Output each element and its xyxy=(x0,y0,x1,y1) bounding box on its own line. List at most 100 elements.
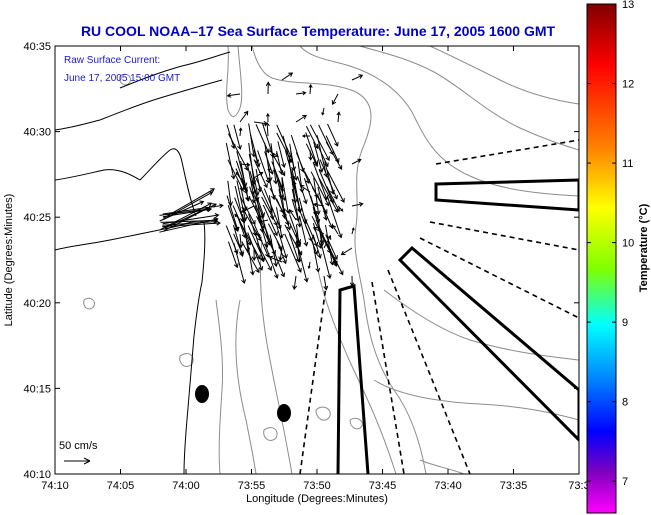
current-vector-head xyxy=(250,270,255,276)
current-vector xyxy=(269,240,285,277)
current-vector xyxy=(241,205,255,213)
current-vector-head xyxy=(210,188,216,193)
current-vector xyxy=(266,122,269,137)
current-vector-head xyxy=(308,83,313,88)
current-vector xyxy=(276,198,289,225)
current-vector xyxy=(312,234,321,258)
current-vector xyxy=(295,115,307,123)
current-vector xyxy=(351,74,363,81)
current-vector xyxy=(291,198,300,222)
current-vector xyxy=(277,141,285,168)
current-vector-head xyxy=(273,231,278,237)
current-vector-head xyxy=(233,226,239,232)
current-vector-head xyxy=(269,215,275,220)
current-vector xyxy=(295,240,298,249)
current-vector xyxy=(267,163,270,172)
current-vector-head xyxy=(334,141,339,147)
current-vector xyxy=(324,239,344,275)
current-vector xyxy=(163,188,215,219)
current-vector-head xyxy=(357,158,362,163)
current-vector-head xyxy=(292,285,298,291)
current-vector xyxy=(267,149,279,157)
current-vector xyxy=(268,177,275,200)
x-tick-label: 73:50 xyxy=(303,480,331,492)
current-vector xyxy=(159,208,211,216)
current-vector-head xyxy=(300,167,305,173)
current-vector xyxy=(233,243,245,284)
current-vector-head xyxy=(273,179,279,185)
current-vector-head xyxy=(234,213,238,218)
current-vector-head xyxy=(267,168,271,172)
current-vector-head xyxy=(302,90,307,96)
current-vector xyxy=(234,214,241,221)
current-vector-head xyxy=(295,216,301,222)
current-vector xyxy=(236,180,247,221)
colorbar-ticks: 13 12 11 10 9 8 7 xyxy=(587,0,634,488)
current-vector-head xyxy=(265,81,271,87)
current-vector-head xyxy=(213,217,219,222)
coastline xyxy=(55,51,231,474)
current-vector xyxy=(159,201,204,222)
y-tick-label: 40:15 xyxy=(23,383,51,395)
current-vector xyxy=(313,203,325,207)
x-tick-label: 74:05 xyxy=(107,480,135,492)
current-vector xyxy=(309,124,330,161)
current-vector-head xyxy=(214,213,220,218)
current-vector xyxy=(300,184,311,193)
current-vector xyxy=(327,123,339,147)
current-vector-head xyxy=(258,171,264,176)
current-vector xyxy=(250,134,260,167)
current-vector-head xyxy=(240,208,246,213)
y-tick-label: 40:35 xyxy=(23,41,51,53)
current-vector xyxy=(278,189,285,213)
legend-annotation: Raw Surface Current: June 17, 2005 15:00… xyxy=(64,55,180,84)
current-vector xyxy=(289,209,297,221)
current-vector xyxy=(239,233,242,248)
current-vector-head xyxy=(312,226,318,232)
current-vector-head xyxy=(233,249,239,255)
current-vector xyxy=(240,177,250,201)
current-vector-head xyxy=(332,224,337,229)
current-vector-head xyxy=(263,183,268,189)
current-vector-head xyxy=(358,74,364,79)
current-vector xyxy=(248,213,257,236)
current-vector xyxy=(269,256,283,263)
current-vector-head xyxy=(326,235,332,240)
current-vector-head xyxy=(315,210,321,216)
current-vector-head xyxy=(259,213,265,219)
current-vector-head xyxy=(257,233,262,237)
current-vector-head xyxy=(267,266,272,272)
current-vector xyxy=(332,93,339,105)
current-vector xyxy=(316,143,329,167)
current-vector-head xyxy=(315,267,321,273)
current-vector-head xyxy=(238,127,243,131)
current-vector xyxy=(253,149,259,164)
current-vector xyxy=(313,141,323,173)
current-vector xyxy=(239,196,256,225)
current-vector xyxy=(227,180,232,206)
current-vector xyxy=(271,161,283,189)
current-vector xyxy=(284,233,302,273)
current-vector-head xyxy=(303,241,309,247)
current-vector xyxy=(248,123,255,157)
current-vector xyxy=(299,215,308,246)
current-vector-head xyxy=(260,257,265,263)
plot-frame xyxy=(54,45,580,475)
current-vector xyxy=(163,191,213,221)
current-vector-head xyxy=(307,265,311,270)
current-vector-head xyxy=(265,148,270,154)
current-vector-head xyxy=(293,175,299,181)
current-vector xyxy=(281,72,293,81)
current-vector xyxy=(325,234,338,260)
scale-label: 50 cm/s xyxy=(59,440,98,452)
current-vector-head xyxy=(329,260,335,266)
current-vector xyxy=(255,177,273,213)
current-vector xyxy=(262,204,278,236)
current-vector xyxy=(160,202,212,230)
current-vector-head xyxy=(279,187,285,193)
current-vector-head xyxy=(340,250,346,256)
current-vector-head xyxy=(323,285,329,291)
x-tick-label: 74:00 xyxy=(172,480,200,492)
current-vector xyxy=(318,169,334,203)
current-vector-head xyxy=(273,262,279,268)
